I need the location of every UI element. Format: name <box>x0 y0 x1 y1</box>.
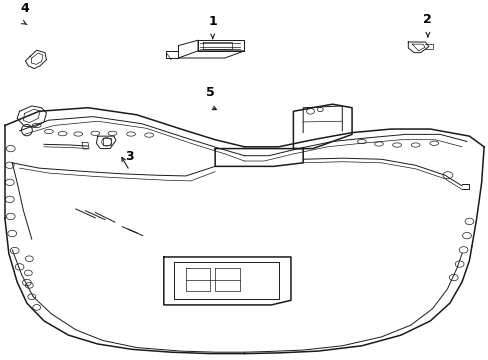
Text: 4: 4 <box>20 3 29 15</box>
Text: 2: 2 <box>423 13 431 26</box>
Text: 1: 1 <box>208 15 217 28</box>
Text: 5: 5 <box>205 86 214 99</box>
Text: 3: 3 <box>125 150 134 163</box>
